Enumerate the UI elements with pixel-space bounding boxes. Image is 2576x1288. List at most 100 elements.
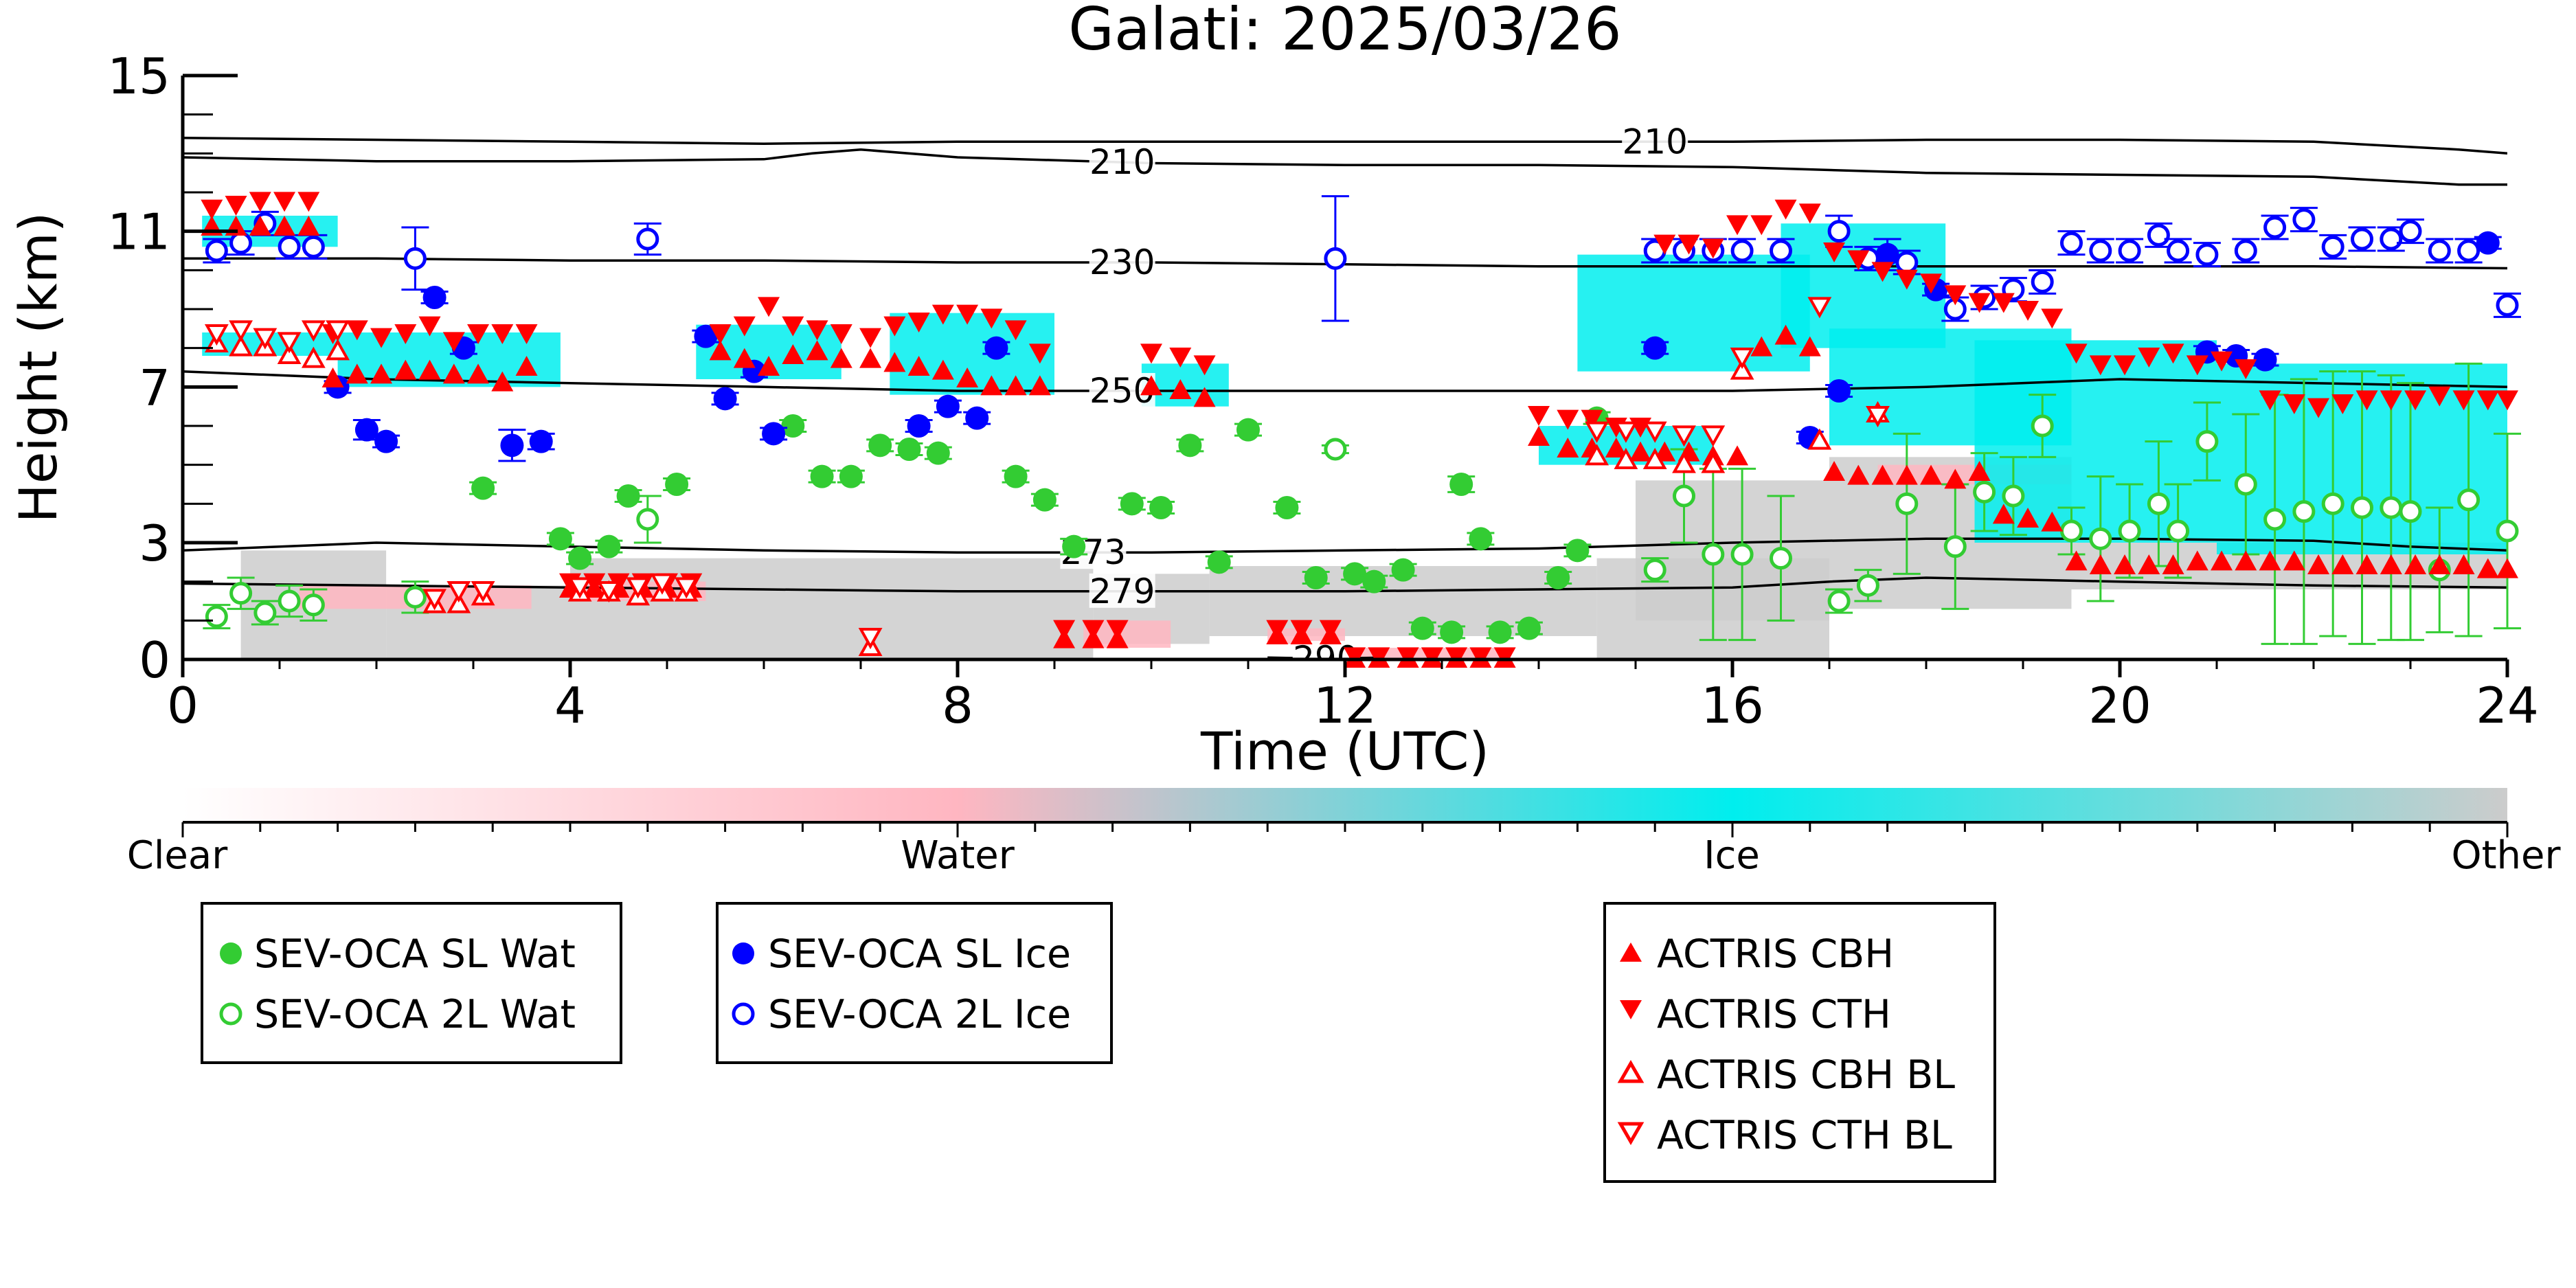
point-actris-cth bbox=[2114, 355, 2136, 376]
point-sev-oca-2l-ice bbox=[2167, 239, 2190, 262]
point-sev-oca-2l-wat bbox=[1673, 484, 1695, 508]
point-actris-cbh bbox=[1798, 336, 1821, 357]
legend-marker-sl-ice bbox=[732, 942, 754, 964]
point-sev-oca-2l-ice bbox=[403, 247, 427, 270]
legend-label-cbh-bl: ACTRIS CBH BL bbox=[1657, 1052, 1955, 1098]
point-actris-cth bbox=[2307, 398, 2330, 418]
point-sev-oca-2l-ice bbox=[2496, 293, 2519, 317]
point-actris-cth-bl bbox=[422, 589, 447, 611]
point-sev-oca-sl-wat bbox=[1410, 616, 1434, 640]
contour-line bbox=[183, 537, 2507, 554]
point-actris-cth bbox=[758, 297, 780, 317]
point-sev-oca-2l-ice bbox=[2031, 270, 2054, 293]
legend-label-2l-wat: SEV-OCA 2L Wat bbox=[254, 992, 576, 1037]
point-sev-oca-2l-ice bbox=[2089, 239, 2112, 262]
point-sev-oca-sl-wat bbox=[1488, 620, 1512, 644]
point-actris-cth bbox=[467, 324, 490, 344]
point-sev-oca-2l-wat bbox=[2351, 496, 2373, 519]
series-actris-cth-bl bbox=[204, 297, 1890, 650]
point-sev-oca-2l-wat bbox=[1827, 589, 1851, 613]
point-actris-cth bbox=[1992, 293, 2015, 313]
point-actris-cbh bbox=[2307, 554, 2330, 574]
x-tick-label: 0 bbox=[167, 677, 199, 734]
point-actris-cth bbox=[1053, 620, 1076, 640]
point-actris-cbh bbox=[956, 368, 979, 387]
point-sev-oca-2l-ice bbox=[1730, 239, 1754, 262]
point-sev-oca-2l-wat bbox=[2380, 496, 2403, 519]
point-sev-oca-2l-wat bbox=[1702, 543, 1725, 566]
point-sev-oca-2l-wat bbox=[2457, 488, 2481, 512]
point-actris-cth bbox=[2331, 394, 2354, 414]
point-actris-cbh bbox=[2476, 558, 2499, 578]
point-actris-cth bbox=[2235, 359, 2257, 379]
point-actris-cbh bbox=[1557, 438, 1579, 457]
point-actris-cth bbox=[907, 313, 930, 332]
point-sev-oca-sl-wat bbox=[839, 464, 863, 488]
point-actris-cth-bl bbox=[471, 581, 495, 603]
point-actris-cth bbox=[1319, 620, 1342, 640]
point-sev-oca-2l-wat bbox=[278, 589, 301, 613]
contour-label: 210 bbox=[1622, 122, 1687, 161]
point-actris-cth bbox=[370, 328, 393, 348]
point-actris-cth bbox=[2138, 348, 2160, 368]
point-actris-cth bbox=[1920, 273, 1943, 294]
point-sev-oca-2l-ice bbox=[2380, 227, 2403, 251]
point-actris-cbh-bl bbox=[1701, 451, 1726, 473]
point-sev-oca-2l-wat bbox=[2321, 492, 2345, 515]
point-actris-cth bbox=[883, 316, 906, 337]
point-actris-cbh bbox=[1968, 461, 1991, 481]
point-actris-cth-bl bbox=[858, 628, 883, 650]
point-sev-oca-sl-wat bbox=[1343, 562, 1367, 586]
point-actris-cbh-bl bbox=[1614, 447, 1638, 469]
point-actris-cth-bl bbox=[277, 332, 302, 354]
point-actris-cth bbox=[830, 324, 852, 344]
colorbar-label-water: Water bbox=[901, 833, 1015, 878]
point-sev-oca-2l-wat bbox=[2167, 519, 2190, 543]
point-sev-oca-sl-wat bbox=[568, 546, 592, 570]
legend-label-sl-wat: SEV-OCA SL Wat bbox=[254, 931, 576, 977]
point-sev-oca-sl-wat bbox=[810, 464, 834, 488]
point-sev-oca-sl-ice bbox=[500, 433, 524, 457]
point-sev-oca-2l-ice bbox=[2351, 227, 2373, 251]
point-actris-cbh bbox=[2452, 554, 2475, 574]
point-actris-cth-bl bbox=[674, 577, 699, 599]
point-sev-oca-2l-wat bbox=[2234, 473, 2257, 496]
contour-label: 279 bbox=[1089, 572, 1155, 611]
point-sev-oca-2l-ice bbox=[2321, 235, 2345, 258]
point-sev-oca-sl-ice bbox=[1875, 242, 1899, 267]
point-sev-oca-2l-wat bbox=[403, 585, 427, 609]
y-tick-label: 15 bbox=[107, 47, 170, 105]
point-actris-cth bbox=[1493, 647, 1516, 668]
point-actris-cth bbox=[1557, 409, 1579, 430]
point-sev-oca-2l-wat bbox=[1770, 547, 1792, 570]
point-actris-cbh bbox=[859, 348, 882, 368]
point-actris-cbh bbox=[2162, 554, 2184, 574]
x-tick-label: 16 bbox=[1701, 677, 1764, 734]
point-actris-cbh bbox=[2496, 558, 2518, 578]
point-sev-oca-2l-wat bbox=[2147, 492, 2170, 515]
point-sev-oca-2l-ice bbox=[205, 239, 228, 262]
point-actris-cth bbox=[2211, 351, 2233, 372]
point-actris-cth bbox=[1004, 320, 1027, 341]
point-actris-cbh bbox=[1528, 426, 1550, 446]
colorbar: Clear Water Ice Other bbox=[127, 788, 2561, 878]
point-actris-cbh bbox=[1750, 336, 1773, 357]
point-actris-cth bbox=[2065, 343, 2088, 364]
point-actris-cth bbox=[709, 324, 732, 344]
legend-label-sl-ice: SEV-OCA SL Ice bbox=[768, 931, 1071, 977]
point-sev-oca-2l-ice bbox=[278, 235, 301, 258]
legend-water: SEV-OCA SL Wat SEV-OCA 2L Wat bbox=[201, 902, 622, 1064]
point-actris-cbh bbox=[733, 348, 756, 368]
point-sev-oca-sl-wat bbox=[1391, 558, 1415, 582]
point-sev-oca-2l-ice bbox=[1895, 251, 1919, 274]
point-actris-cbh-bl bbox=[301, 346, 326, 368]
point-actris-cth-bl bbox=[204, 324, 229, 346]
point-actris-cth bbox=[859, 328, 882, 348]
point-sev-oca-2l-ice bbox=[302, 235, 325, 258]
point-sev-oca-2l-wat bbox=[1730, 543, 1754, 566]
point-actris-cbh bbox=[2355, 554, 2378, 574]
point-sev-oca-2l-ice bbox=[2457, 239, 2481, 262]
point-sev-oca-2l-wat bbox=[1856, 574, 1879, 597]
point-actris-cth-bl bbox=[1585, 421, 1609, 443]
point-actris-cth bbox=[1847, 250, 1870, 271]
